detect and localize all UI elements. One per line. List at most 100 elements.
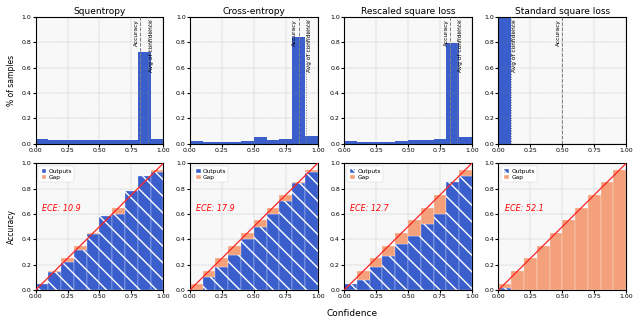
Bar [588,195,601,290]
Bar [499,17,511,144]
Bar [550,233,563,290]
Bar [49,271,61,272]
Bar [459,137,472,144]
Bar [408,235,421,290]
Text: Avg of confidence: Avg of confidence [458,19,463,72]
Bar [446,43,459,144]
Title: Cross-entropy: Cross-entropy [222,7,285,16]
Bar [253,137,266,144]
Bar [203,142,216,144]
Bar [370,258,383,267]
Bar [511,271,524,290]
Bar [614,169,627,290]
Bar [228,142,241,144]
Text: Accuracy: Accuracy [292,19,297,46]
Bar [36,138,49,144]
Bar [383,256,396,290]
Bar [499,288,511,290]
Bar [459,169,472,176]
Bar [292,182,305,183]
Bar [125,191,138,290]
Bar [190,141,203,144]
Bar [292,37,305,144]
Bar [36,284,49,290]
Bar [446,182,459,290]
Bar [203,271,216,278]
Bar [61,140,74,144]
Bar [370,142,383,144]
Bar [99,217,112,290]
Bar [421,140,434,144]
Bar [99,140,112,144]
Text: Avg of confidence: Avg of confidence [307,19,312,72]
Bar [408,140,421,144]
Text: Accuracy: Accuracy [444,19,449,46]
Bar [383,142,396,144]
Bar [396,141,408,144]
Y-axis label: % of samples: % of samples [7,55,16,106]
Text: Avg of confidence: Avg of confidence [149,19,154,72]
Bar [383,246,396,256]
Bar [434,214,446,290]
Bar [216,267,228,290]
Bar [86,140,99,144]
Bar [216,142,228,144]
Bar [190,284,203,290]
Bar [434,138,446,144]
Text: ECE: 10.9: ECE: 10.9 [42,204,81,213]
Bar [74,249,86,290]
Bar [74,140,86,144]
Bar [396,244,408,290]
Bar [253,227,266,290]
Bar [279,138,292,144]
Bar [150,138,163,144]
Bar [396,233,408,244]
Text: Avg of confidence: Avg of confidence [513,19,518,72]
Bar [524,258,537,290]
Bar [241,141,253,144]
Legend: Outputs, Gap: Outputs, Gap [347,166,383,182]
Bar [228,255,241,290]
Bar [49,272,61,290]
Title: Squentropy: Squentropy [74,7,125,16]
Bar [150,172,163,290]
Bar [266,140,279,144]
Bar [421,208,434,224]
Bar [74,246,86,249]
Bar [421,224,434,290]
Bar [563,220,575,290]
Bar [279,195,292,201]
Legend: Outputs, Gap: Outputs, Gap [193,166,228,182]
Bar [408,220,421,235]
Title: Standard square loss: Standard square loss [515,7,610,16]
Bar [253,220,266,227]
Bar [434,195,446,214]
Text: ECE: 52.1: ECE: 52.1 [505,204,543,213]
Bar [61,262,74,290]
Bar [125,140,138,144]
Bar [357,280,370,290]
Bar [357,271,370,280]
Bar [112,208,125,214]
Bar [203,278,216,290]
Bar [49,140,61,144]
Bar [112,214,125,290]
Bar [575,208,588,290]
Bar [86,233,99,234]
Bar [499,284,511,288]
Text: ECE: 17.9: ECE: 17.9 [196,204,235,213]
Bar [266,208,279,214]
Bar [266,214,279,290]
Text: Confidence: Confidence [326,309,378,318]
Legend: Outputs, Gap: Outputs, Gap [38,166,74,182]
Bar [344,284,357,290]
Bar [150,169,163,172]
Bar [241,233,253,239]
Bar [279,201,292,290]
Text: ECE: 12.7: ECE: 12.7 [351,204,389,213]
Text: Accuracy: Accuracy [556,19,561,46]
Bar [86,234,99,290]
Bar [357,142,370,144]
Bar [305,136,317,144]
Bar [216,258,228,267]
